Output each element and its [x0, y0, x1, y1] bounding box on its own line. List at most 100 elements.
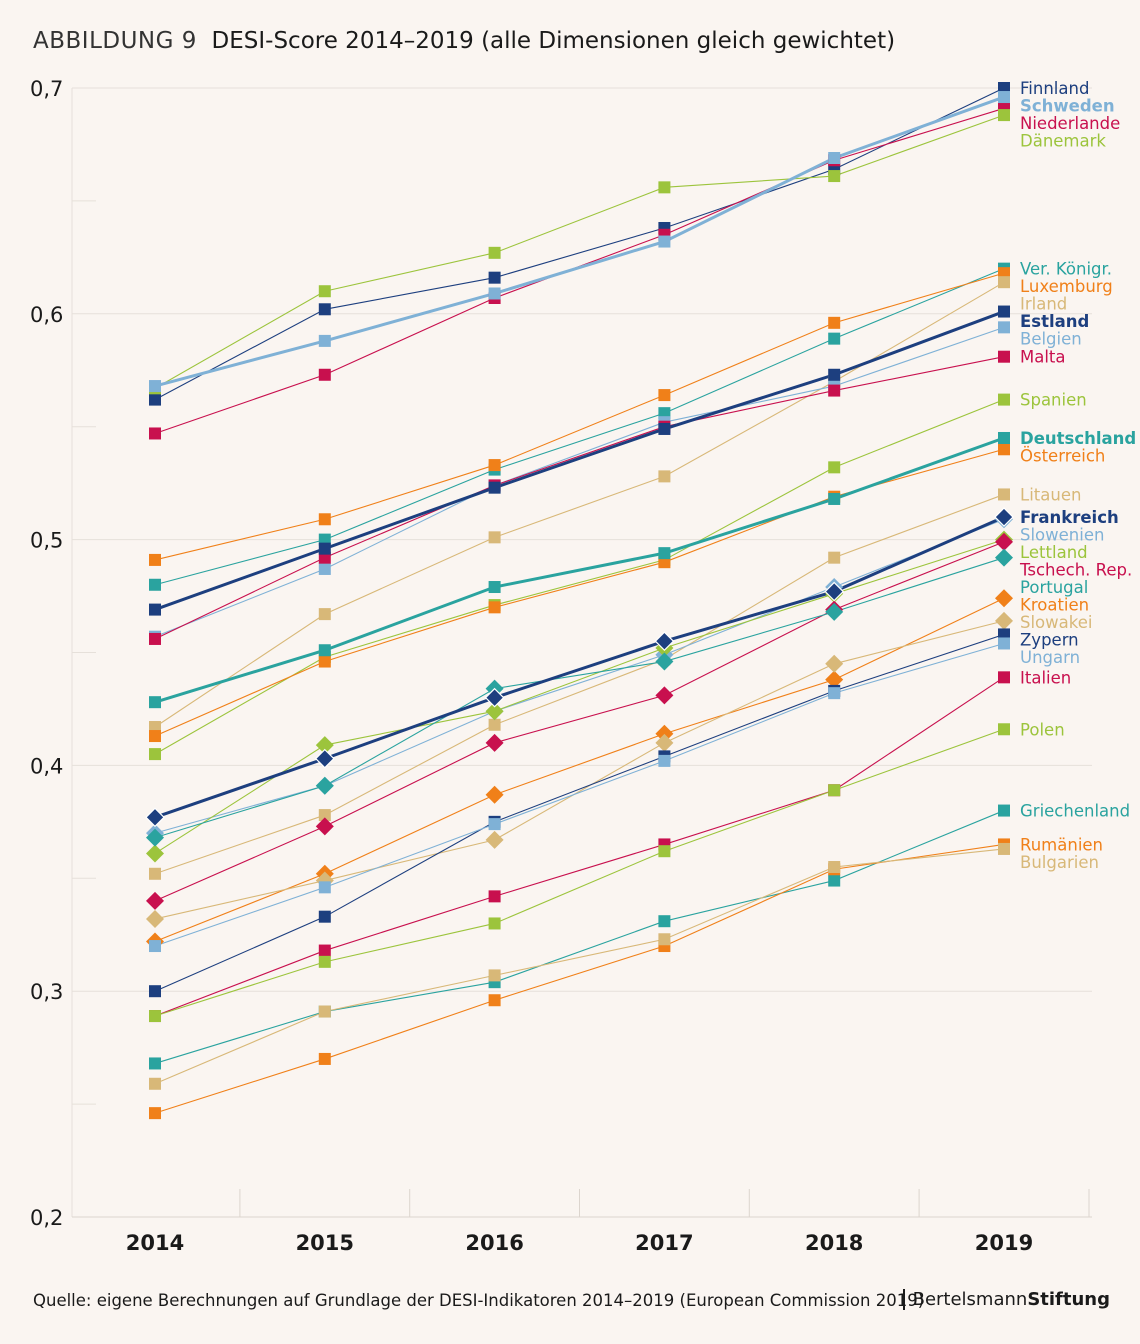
- series-label: Portugal: [1020, 578, 1088, 597]
- data-point: [824, 581, 845, 602]
- data-point: [146, 891, 164, 910]
- data-point: [145, 807, 165, 828]
- data-point: [488, 287, 501, 300]
- figure-label: ABBILDUNG 9: [33, 28, 197, 54]
- data-point: [488, 718, 501, 731]
- series-label: Lettland: [1020, 543, 1088, 562]
- data-point: [484, 687, 505, 708]
- series-line: [154, 642, 1005, 947]
- data-point: [318, 881, 331, 894]
- data-point: [488, 459, 501, 472]
- data-point: [995, 589, 1013, 608]
- data-point: [149, 427, 161, 440]
- data-point: [998, 628, 1010, 641]
- series-line: [154, 728, 1005, 1017]
- series-label: Deutschland: [1020, 429, 1136, 448]
- data-point: [318, 285, 331, 298]
- data-point: [149, 1107, 161, 1120]
- data-point: [318, 608, 331, 621]
- x-tick-label: 2014: [126, 1231, 184, 1255]
- data-point: [485, 733, 504, 752]
- data-point: [318, 551, 331, 564]
- series-label: Schweden: [1020, 97, 1115, 116]
- series-label: Belgien: [1020, 330, 1082, 349]
- data-point: [828, 368, 841, 381]
- data-point: [658, 556, 671, 569]
- data-point: [998, 91, 1010, 104]
- data-point: [318, 809, 331, 822]
- data-point: [318, 644, 331, 657]
- data-point: [488, 890, 501, 903]
- series-line: [154, 515, 1005, 819]
- data-point: [318, 562, 331, 575]
- x-tick-label: 2018: [805, 1231, 863, 1255]
- brand-logo: BertelsmannStiftung: [902, 1289, 1110, 1310]
- data-point: [655, 724, 674, 743]
- data-point: [318, 542, 331, 555]
- series-label: Irland: [1020, 295, 1067, 314]
- data-point: [149, 380, 161, 393]
- y-tick-label: 0,4: [30, 754, 63, 778]
- data-point: [149, 730, 161, 743]
- data-point: [315, 736, 334, 755]
- data-point: [658, 547, 671, 560]
- data-point: [488, 601, 501, 614]
- data-point: [149, 867, 161, 880]
- data-point: [828, 151, 841, 164]
- series-label: Ungarn: [1020, 648, 1080, 667]
- data-point: [998, 723, 1010, 736]
- series-label: Luxemburg: [1020, 277, 1113, 296]
- data-point: [318, 334, 331, 347]
- data-point: [485, 830, 504, 849]
- y-tick-label: 0,7: [30, 77, 63, 101]
- brand-part2: Stiftung: [1027, 1289, 1110, 1310]
- series-label: Slowakei: [1020, 613, 1092, 632]
- series-label: Slowenien: [1020, 526, 1104, 545]
- data-point: [318, 303, 331, 316]
- data-point: [828, 784, 841, 797]
- data-point: [998, 267, 1010, 280]
- series-line: [154, 620, 1005, 920]
- series-line: [154, 518, 1005, 834]
- data-point: [828, 170, 841, 183]
- data-point: [828, 551, 841, 564]
- data-point: [828, 461, 841, 474]
- series-label: Kroatien: [1020, 596, 1089, 615]
- data-point: [658, 181, 671, 194]
- data-point: [149, 985, 161, 998]
- data-point: [998, 804, 1010, 817]
- data-point: [488, 246, 501, 259]
- data-point: [658, 845, 671, 858]
- data-point: [998, 488, 1010, 501]
- series-label: Estland: [1020, 312, 1089, 331]
- series-line: [154, 107, 1005, 434]
- data-point: [149, 1077, 161, 1090]
- chart-title: ABBILDUNG 9 DESI-Score 2014–2019 (alle D…: [33, 28, 895, 54]
- series-line: [154, 633, 1005, 992]
- data-point: [318, 368, 331, 381]
- data-point: [658, 754, 671, 767]
- data-point: [994, 507, 1014, 527]
- data-point: [828, 874, 841, 887]
- data-point: [998, 637, 1010, 650]
- series-line: [154, 114, 1005, 389]
- data-point: [488, 581, 501, 594]
- data-point: [318, 513, 331, 526]
- data-point: [318, 955, 331, 968]
- series-label: Finnland: [1020, 79, 1089, 98]
- data-point: [998, 842, 1010, 855]
- data-point: [825, 670, 844, 689]
- data-point: [149, 748, 161, 761]
- series-label: Malta: [1020, 348, 1066, 367]
- series-line: [154, 843, 1005, 1114]
- data-point: [488, 481, 501, 494]
- data-point: [146, 844, 164, 863]
- data-point: [149, 696, 161, 709]
- data-point: [828, 384, 841, 397]
- y-tick-label: 0,5: [30, 529, 63, 553]
- source-note: Quelle: eigene Berechnungen auf Grundlag…: [33, 1291, 925, 1310]
- data-point: [149, 940, 161, 953]
- data-point: [488, 531, 501, 544]
- data-point: [828, 332, 841, 345]
- data-point: [998, 393, 1010, 406]
